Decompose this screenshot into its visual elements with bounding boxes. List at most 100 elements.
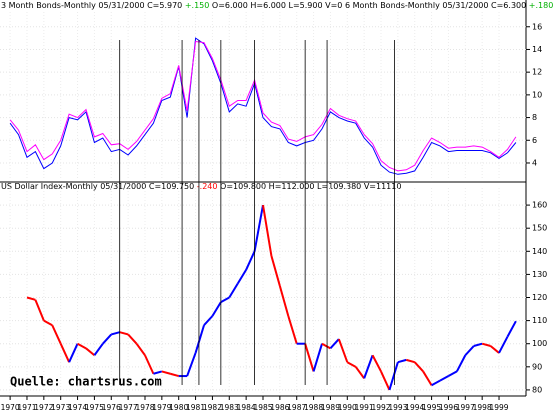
panel-header: 3 Month Bonds-Monthly 05/31/2000 C=5.970… (1, 1, 553, 10)
x-tick-label: 1991 (355, 403, 374, 412)
price-segment (371, 354, 382, 372)
x-tick-label: 1976 (102, 403, 121, 412)
price-segment (211, 301, 222, 317)
x-tick-label: 1993 (388, 403, 407, 412)
price-segment (68, 343, 79, 363)
price-segment (489, 345, 500, 354)
header-item: 3 Month Bonds-Monthly (1, 1, 96, 10)
price-segment (337, 338, 349, 363)
x-tick-label: 1988 (304, 403, 323, 412)
header-item: O=6.000 (212, 1, 248, 10)
price-segment (422, 370, 433, 386)
header-item: L=109.380 (317, 182, 361, 191)
header-item: -.240 (197, 182, 218, 191)
price-segment (144, 354, 155, 375)
price-segment (119, 331, 129, 336)
price-segment (439, 375, 449, 382)
y-tick-label: 160 (532, 201, 547, 210)
price-segment (321, 342, 331, 350)
header-item: 05/31/2000 (442, 1, 488, 10)
x-tick-label: 1987 (287, 403, 306, 412)
header-item: O=109.800 (220, 182, 266, 191)
price-segment (135, 343, 146, 356)
price-segment (278, 285, 290, 317)
y-tick-label: 10 (532, 90, 542, 99)
x-tick-label: 1994 (405, 403, 424, 412)
x-tick-label: 1990 (338, 403, 357, 412)
y-tick-label: 6 (532, 136, 537, 145)
price-segment (93, 343, 104, 356)
price-segment (153, 370, 163, 375)
y-tick-label: 120 (532, 293, 547, 302)
x-tick-label: 1975 (85, 403, 104, 412)
price-segment (388, 361, 399, 391)
price-segment (43, 319, 53, 327)
y-tick-label: 100 (532, 339, 547, 348)
x-tick-label: 1974 (68, 403, 87, 412)
header-item: V=11110 (364, 182, 402, 191)
y-tick-label: 130 (532, 270, 547, 279)
y-tick-label: 12 (532, 68, 542, 77)
price-segment (59, 343, 71, 363)
price-segment (220, 296, 230, 304)
price-segment (406, 358, 415, 364)
x-tick-label: 1997 (456, 403, 475, 412)
price-segment (203, 315, 214, 326)
series-line (9, 37, 517, 175)
x-tick-label: 1984 (237, 403, 256, 412)
price-segment (329, 338, 340, 350)
price-segment (85, 347, 96, 357)
source-label: Quelle: chartsrus.com (10, 375, 162, 389)
y-tick-label: 8 (532, 113, 537, 122)
y-tick-label: 150 (532, 224, 547, 233)
price-segment (354, 366, 365, 379)
header-item: 05/31/2000 (98, 1, 144, 10)
x-tick-label: 1980 (169, 403, 188, 412)
price-segment (170, 372, 179, 378)
y-tick-label: 16 (532, 22, 542, 31)
price-segment (245, 250, 256, 271)
price-segment (431, 379, 441, 387)
price-segment (413, 361, 424, 373)
price-segment (161, 370, 171, 375)
x-tick-label: 1986 (270, 403, 289, 412)
y-tick-label: 140 (532, 247, 547, 256)
x-tick-label: 1979 (152, 403, 171, 412)
price-segment (186, 352, 197, 377)
price-segment (464, 345, 475, 356)
x-tick-label: 1978 (135, 403, 154, 412)
price-segment (506, 320, 517, 338)
price-segment (455, 354, 467, 372)
x-tick-label: 1989 (321, 403, 340, 412)
x-tick-label: 1995 (422, 403, 441, 412)
price-segment (304, 343, 315, 372)
y-tick-label: 4 (532, 158, 537, 167)
x-tick-label: 1977 (119, 403, 138, 412)
x-tick-label: 1983 (220, 403, 239, 412)
price-segment (228, 283, 239, 299)
x-tick-label: 1992 (371, 403, 390, 412)
price-segment (380, 371, 391, 391)
price-segment (111, 331, 120, 336)
x-tick-label: 1999 (489, 403, 508, 412)
y-tick-label: 80 (532, 385, 542, 394)
header-item: C=109.750 (149, 182, 194, 191)
series-line (9, 40, 517, 172)
x-tick-label: 1985 (253, 403, 272, 412)
y-tick-label: 110 (532, 316, 547, 325)
header-item: C=6.300 (491, 1, 526, 10)
x-tick-label: 1981 (186, 403, 205, 412)
price-segment (253, 204, 264, 252)
x-tick-label: 1972 (34, 403, 53, 412)
price-segment (312, 343, 323, 372)
header-item: H=6.000 (250, 1, 286, 10)
price-segment (287, 315, 298, 345)
x-tick-label: 1996 (439, 403, 458, 412)
price-segment (26, 296, 36, 301)
header-item: +.150 (185, 1, 210, 10)
panel-header: US Dollar Index-Monthly 05/31/2000 C=109… (1, 182, 401, 191)
header-item: L=5.900 (289, 1, 323, 10)
price-segment (447, 370, 458, 377)
header-item: H=112.000 (269, 182, 315, 191)
